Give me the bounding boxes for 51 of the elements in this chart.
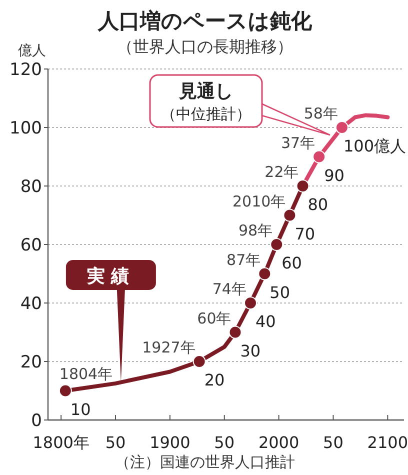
point xyxy=(296,180,310,192)
annotation: 60年 xyxy=(197,309,232,328)
annotation: 1804年 xyxy=(59,364,113,383)
point xyxy=(192,355,206,368)
data-label: 80 xyxy=(308,195,328,214)
x-tick-label: 1800年 xyxy=(32,433,90,452)
y-tick-label: 80 xyxy=(20,177,42,197)
data-label: 70 xyxy=(294,224,316,244)
x-tick-label: 50 xyxy=(323,433,344,452)
y-tick-label: 40 xyxy=(20,294,42,314)
annotation: 実績 xyxy=(86,266,135,287)
data-label: 100億人 xyxy=(343,136,406,156)
y-tick-label: 20 xyxy=(20,352,42,372)
data-label: 20 xyxy=(204,370,225,390)
y-tick-label: 100 xyxy=(10,118,42,138)
annotation: 87年 xyxy=(226,250,261,269)
data-label: 90 xyxy=(324,166,344,185)
annotation: 見通し xyxy=(178,81,233,102)
point xyxy=(258,267,272,280)
point xyxy=(58,384,72,398)
x-tick-label: 2100 xyxy=(367,433,408,452)
chart-subtitle: （世界人口の長期推移） xyxy=(117,37,293,56)
annotation: 22年 xyxy=(264,163,299,181)
text: （注）国連の世界人口推計 xyxy=(115,453,295,471)
annotation: 2010年 xyxy=(232,192,286,210)
point xyxy=(244,296,257,310)
y-tick-label: 60 xyxy=(20,236,42,256)
chart-title: 人口増のペースは鈍化 xyxy=(97,9,313,33)
data-label: 40 xyxy=(255,312,276,331)
annotation: 58年 xyxy=(304,104,338,122)
y-tick-label: 0 xyxy=(31,411,42,431)
data-label: 10 xyxy=(70,400,91,419)
point xyxy=(228,326,242,339)
y-tick-label: 120 xyxy=(10,60,42,80)
x-tick-label: 50 xyxy=(105,433,126,452)
annotation: 37年 xyxy=(280,134,316,152)
annotation: （中位推計） xyxy=(161,105,251,123)
point xyxy=(283,208,296,222)
annotation: 74年 xyxy=(212,280,246,298)
y-axis-title: 億人 xyxy=(18,43,46,59)
point xyxy=(312,150,326,164)
data-label: 30 xyxy=(240,341,261,360)
x-tick-label: 1900 xyxy=(150,433,190,452)
annotation: 98年 xyxy=(238,222,273,240)
data-label: 60 xyxy=(282,254,302,272)
annotation: 1927年 xyxy=(142,338,196,356)
data-label: 50 xyxy=(270,282,290,302)
point xyxy=(335,121,348,134)
x-tick-label: 2000 xyxy=(258,433,300,452)
point xyxy=(270,238,284,251)
x-tick-label: 50 xyxy=(214,433,235,452)
